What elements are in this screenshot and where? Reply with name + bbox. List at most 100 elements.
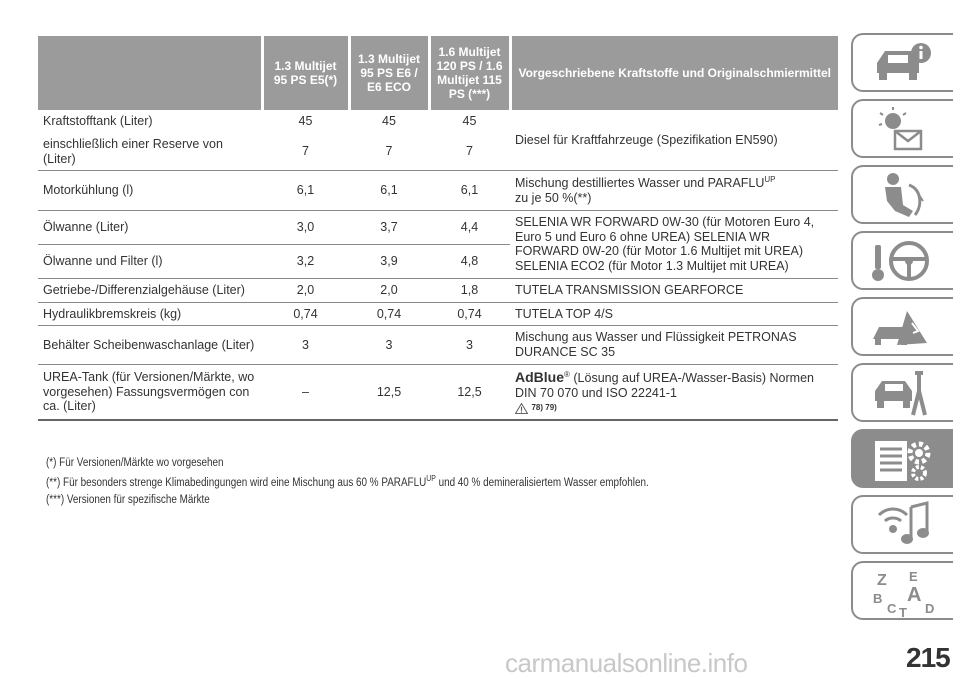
value-cell: 3 (349, 325, 429, 365)
coolant-text: Mischung destilliertes Wasser und PARAFL… (515, 176, 765, 191)
adblue-name: AdBlue (515, 368, 564, 385)
adblue-reg: ® (564, 369, 570, 379)
tab-steering-key[interactable] (851, 231, 953, 290)
row-label: Hydraulikbremskreis (kg) (38, 302, 262, 327)
value-cell: 2,0 (349, 278, 429, 303)
value-cell: 12,5 (429, 364, 510, 422)
fuel-spec: Diesel für Kraftfahrzeuge (Spezifikation… (510, 110, 838, 172)
coolant-text-2: zu je 50 %(**) (515, 191, 592, 206)
value-cell: 3 (262, 325, 349, 365)
gearbox-spec: TUTELA TRANSMISSION GEARFORCE (510, 278, 838, 303)
row-label: Ölwanne (Liter) (38, 210, 262, 245)
warning-triangle-icon (515, 402, 528, 414)
footnote-2-text: (**) Für besonders strenge Klimabedingun… (46, 476, 427, 489)
value-cell: 3,7 (349, 210, 429, 245)
value-cell: 4,4 (429, 210, 510, 245)
multimedia-icon (877, 501, 929, 544)
value-cell: 7 (349, 132, 429, 172)
table-row: einschließlich einer Reserve von (Liter)… (38, 132, 838, 172)
header-13-e5: 1.3 Multijet 95 PS E5(*) (260, 36, 349, 110)
footnotes: (*) Für Versionen/Märkte wo vorgesehen (… (46, 457, 725, 511)
tab-technical-data[interactable] (851, 429, 953, 488)
footnote-2-sup: UP (426, 474, 436, 483)
washer-spec: Mischung aus Wasser und Flüssigkeit PETR… (510, 325, 838, 365)
footnote-2: (**) Für besonders strenge Klimabedingun… (46, 474, 725, 489)
table-row: Ölwanne und Filter (l) 3,2 3,9 4,8 (38, 244, 838, 279)
row-label: Behälter Scheibenwaschanlage (Liter) (38, 325, 262, 365)
warning-emergency-icon (873, 311, 927, 345)
svg-text:B: B (873, 591, 882, 606)
value-cell: 6,1 (429, 170, 510, 211)
warning-refs: 78) 79) (531, 403, 557, 413)
dashboard-lights-icon (878, 107, 923, 151)
row-label: Kraftstofftank (Liter) (43, 114, 153, 128)
brake-spec: TUTELA TOP 4/S (510, 302, 838, 327)
value-cell: 7 (262, 132, 349, 172)
value-cell: 0,74 (349, 302, 429, 327)
table-row: Ölwanne (Liter) 3,0 3,7 4,4 SELENIA WR F… (38, 210, 838, 279)
footnote-1: (*) Für Versionen/Märkte wo vorgesehen (46, 457, 224, 469)
value-cell: 12,5 (349, 364, 429, 422)
alphabetical-index-icon: Z E B A C T D (873, 569, 934, 617)
fluids-table: 1.3 Multijet 95 PS E5(*) 1.3 Multijet 95… (38, 36, 838, 422)
value-cell: 45 (382, 114, 396, 128)
header-fluids: Vorgeschriebene Kraftstoffe und Original… (508, 36, 838, 110)
technical-data-icon (875, 441, 931, 481)
svg-text:Z: Z (877, 572, 887, 589)
svg-text:E: E (909, 569, 918, 584)
value-cell: 4,8 (429, 244, 510, 279)
svg-text:T: T (899, 605, 907, 617)
tab-dashboard-lights[interactable] (851, 99, 953, 158)
value-cell: 0,74 (262, 302, 349, 327)
watermark: carmanualsonline.info (505, 648, 748, 678)
header-16: 1.6 Multijet 120 PS / 1.6 Multijet 115 P… (427, 36, 510, 110)
table-row: Motorkühlung (l) 6,1 6,1 6,1 Mischung de… (38, 170, 838, 211)
tab-seat-safety[interactable] (851, 165, 953, 224)
table-row: Kraftstofftank (Liter) 45 45 45 Diesel f… (38, 110, 838, 172)
footnote-2-text-end: und 40 % demineralisiertem Wasser empfoh… (438, 476, 649, 489)
tab-multimedia[interactable] (851, 495, 953, 554)
page-number: 215 (906, 642, 951, 673)
svg-text:A: A (907, 584, 921, 606)
value-cell: 6,1 (262, 170, 349, 211)
footnote-3: (***) Versionen für spezifische Märkte (46, 493, 210, 506)
seat-safety-icon (885, 173, 924, 217)
oil-spec: SELENIA WR FORWARD 0W-30 (für Motoren Eu… (510, 210, 838, 279)
value-cell: – (262, 364, 349, 422)
table-row: UREA-Tank (für Versionen/Märkte, wo vorg… (38, 364, 838, 422)
coolant-sup: UP (764, 175, 776, 185)
tab-index[interactable]: Z E B A C T D (851, 561, 953, 620)
value-cell: 3,0 (262, 210, 349, 245)
value-cell: 7 (429, 132, 510, 172)
adblue-spec: AdBlue® (Lösung auf UREA-/Wasser-Basis) … (510, 364, 838, 422)
value-cell: 2,0 (262, 278, 349, 303)
coolant-spec: Mischung destilliertes Wasser und PARAFL… (510, 170, 838, 211)
table-row: Hydraulikbremskreis (kg) 0,74 0,74 0,74 … (38, 302, 838, 327)
row-label: einschließlich einer Reserve von (Liter) (38, 132, 262, 172)
svg-text:D: D (925, 601, 934, 616)
row-label: Ölwanne und Filter (l) (38, 244, 262, 279)
car-maintenance-icon (875, 371, 927, 416)
header-13-e6: 1.3 Multijet 95 PS E6 / E6 ECO (347, 36, 429, 110)
row-label: UREA-Tank (für Versionen/Märkte, wo vorg… (38, 364, 262, 422)
tab-maintenance[interactable] (851, 363, 953, 422)
value-cell: 0,74 (429, 302, 510, 327)
value-cell: 3,2 (262, 244, 349, 279)
table-header-row: 1.3 Multijet 95 PS E5(*) 1.3 Multijet 95… (38, 36, 838, 110)
value-cell: 1,8 (429, 278, 510, 303)
value-cell: 45 (298, 114, 313, 128)
svg-text:C: C (887, 601, 897, 616)
row-label: Getriebe-/Differenzialgehäuse (Liter) (38, 278, 262, 303)
table-row: Behälter Scheibenwaschanlage (Liter) 3 3… (38, 325, 838, 365)
tab-emergency[interactable] (851, 297, 953, 356)
value-cell: 45 (462, 114, 477, 128)
tab-car-info[interactable] (851, 33, 953, 92)
row-label: Motorkühlung (l) (38, 170, 262, 211)
table-row: Getriebe-/Differenzialgehäuse (Liter) 2,… (38, 278, 838, 303)
steering-wheel-key-icon (872, 241, 929, 281)
value-cell: 3 (429, 325, 510, 365)
car-info-icon (877, 43, 931, 80)
value-cell: 6,1 (349, 170, 429, 211)
header-blank (38, 36, 262, 110)
value-cell: 3,9 (349, 244, 429, 279)
